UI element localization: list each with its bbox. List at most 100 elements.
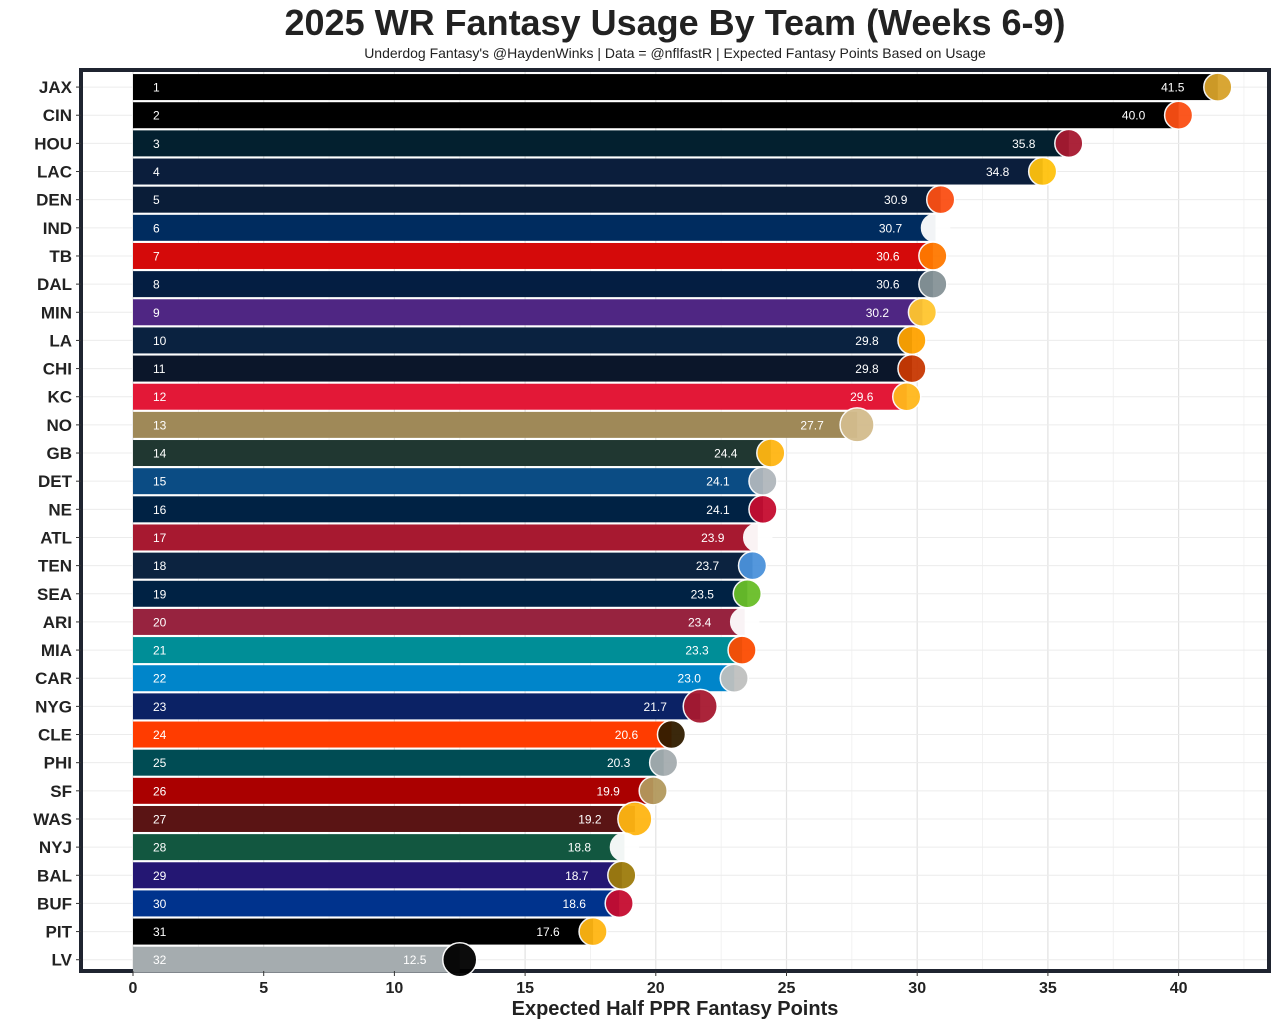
bar (133, 637, 743, 664)
value-label: 21.7 (644, 700, 668, 714)
bar (133, 580, 748, 607)
y-tick-label: MIA (41, 641, 72, 660)
value-label: 19.9 (597, 784, 621, 798)
team-logo-icon (756, 438, 786, 468)
value-label: 34.8 (986, 165, 1010, 179)
value-label: 30.2 (866, 306, 890, 320)
rank-label: 30 (153, 897, 167, 911)
value-label: 23.0 (678, 672, 702, 686)
value-label: 23.3 (685, 644, 709, 658)
y-tick-label: ATL (40, 528, 72, 547)
rank-label: 28 (153, 841, 167, 855)
y-tick-label: TB (49, 247, 72, 266)
rank-label: 16 (153, 503, 167, 517)
rank-label: 15 (153, 475, 167, 489)
rank-label: 4 (153, 165, 160, 179)
rank-label: 10 (153, 334, 167, 348)
value-label: 19.2 (578, 812, 602, 826)
y-tick-label: CLE (38, 726, 72, 745)
team-logo-icon (897, 353, 927, 384)
y-tick-label: JAX (39, 78, 73, 97)
value-label: 40.0 (1122, 109, 1146, 123)
bar (133, 130, 1069, 157)
rank-label: 18 (153, 559, 167, 573)
rank-label: 11 (153, 362, 166, 376)
team-logo-icon (638, 776, 668, 806)
rank-label: 26 (153, 784, 167, 798)
x-tick-label: 40 (1170, 980, 1188, 997)
rank-label: 19 (153, 587, 167, 601)
rank-label: 5 (153, 193, 160, 207)
rank-label: 6 (153, 221, 160, 235)
y-tick-label: DEN (36, 191, 72, 210)
team-logo-icon (719, 663, 749, 693)
rank-label: 22 (153, 672, 167, 686)
y-tick-label: DET (38, 472, 73, 491)
team-logo-icon (925, 184, 956, 215)
bar (133, 777, 654, 804)
rank-label: 13 (153, 418, 167, 432)
value-label: 24.1 (706, 503, 730, 517)
bar (133, 242, 933, 269)
y-tick-label: PHI (44, 754, 72, 773)
y-tick-label: BAL (37, 866, 72, 885)
value-label: 18.7 (565, 869, 589, 883)
value-label: 20.3 (607, 756, 631, 770)
team-logo-icon (727, 635, 757, 665)
bar (133, 608, 745, 635)
value-label: 18.6 (563, 897, 587, 911)
value-label: 20.6 (615, 728, 639, 742)
team-logo-icon (897, 325, 927, 356)
x-tick-label: 35 (1039, 980, 1057, 997)
value-label: 24.4 (714, 447, 738, 461)
y-tick-label: HOU (34, 134, 72, 153)
bar (133, 749, 664, 776)
team-logo-icon (920, 213, 951, 243)
team-logo-icon (729, 607, 760, 637)
value-label: 41.5 (1161, 81, 1185, 95)
value-label: 17.6 (536, 925, 560, 939)
x-tick-label: 25 (778, 980, 796, 997)
y-tick-label: TEN (38, 557, 72, 576)
value-label: 18.8 (568, 841, 592, 855)
bar (133, 102, 1179, 129)
value-label: 23.7 (696, 559, 720, 573)
x-tick-label: 15 (516, 980, 534, 997)
team-logo-icon (918, 269, 948, 299)
bar (133, 327, 912, 354)
bar (133, 946, 460, 973)
rank-label: 23 (153, 700, 167, 714)
y-tick-label: NE (48, 500, 72, 519)
bar (133, 805, 635, 832)
value-label: 30.6 (876, 249, 900, 263)
bar (133, 890, 620, 917)
rank-label: 8 (153, 278, 160, 292)
team-logo-icon (891, 381, 922, 412)
x-axis-label: Expected Half PPR Fantasy Points (511, 998, 839, 1020)
x-tick-label: 20 (647, 980, 665, 997)
y-tick-label: CAR (35, 669, 72, 688)
bar (133, 214, 936, 241)
y-tick-label: ARI (43, 613, 72, 632)
team-logo-icon (656, 719, 687, 750)
value-label: 35.8 (1012, 137, 1036, 151)
team-logo-icon (918, 241, 948, 271)
rank-label: 14 (153, 447, 167, 461)
team-logo-icon (742, 522, 773, 553)
value-label: 23.9 (701, 531, 725, 545)
value-label: 29.8 (855, 362, 879, 376)
y-tick-label: NYJ (39, 838, 72, 857)
y-tick-label: NO (47, 416, 73, 435)
y-tick-label: CIN (43, 106, 72, 125)
bar (133, 468, 763, 495)
team-logo-icon (839, 407, 875, 443)
team-logo-icon (442, 941, 478, 978)
team-logo-icon (1027, 156, 1058, 187)
bar (133, 665, 735, 692)
bar (133, 383, 907, 410)
value-label: 30.9 (884, 193, 908, 207)
bar (133, 158, 1043, 185)
y-tick-label: BUF (37, 894, 72, 913)
bar (133, 496, 763, 523)
value-label: 23.4 (688, 615, 712, 629)
